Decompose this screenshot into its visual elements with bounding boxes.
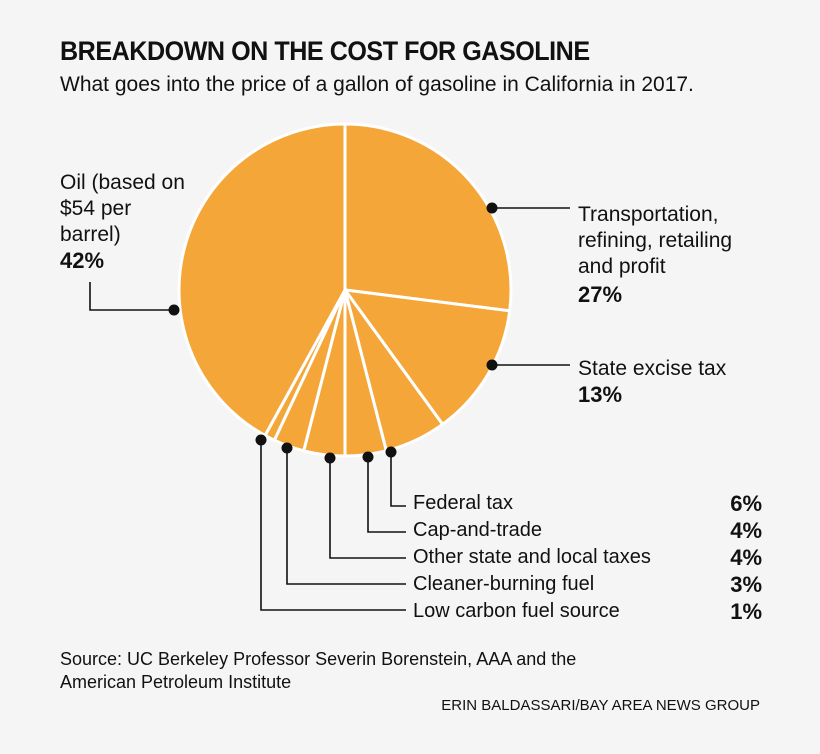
leader-dot-cleaner-fuel [281,442,293,454]
label-oil: Oil (based on $54 per barrel) [60,171,185,246]
pct-other-taxes: 4% [730,545,762,570]
pie-slice-0 [343,122,513,313]
leader-line-cleaner-fuel [286,448,406,585]
leader-dot-state-excise [486,359,498,371]
label-cleaner-fuel: Cleaner-burning fuel [413,573,595,595]
pct-cleaner-fuel: 3% [730,572,762,597]
pct-cap-and-trade: 4% [730,518,762,543]
label-state-excise: State excise tax [578,357,727,380]
pie-slice-7 [177,122,347,437]
pie-slice-1 [343,288,512,426]
credit: ERIN BALDASSARI/BAY AREA NEWS GROUP [441,697,760,714]
leader-line-oil [89,282,174,311]
leader-dot-other-taxes [324,452,336,464]
leader-dot-oil [168,304,180,316]
leader-dot-transportation [486,202,498,214]
chart-subtitle: What goes into the price of a gallon of … [60,73,694,96]
pct-state-excise: 13% [578,382,623,407]
label-federal: Federal tax [413,492,514,514]
pct-transportation: 27% [578,282,623,307]
pct-oil: 42% [60,248,105,273]
pct-low-carbon: 1% [730,599,762,624]
label-low-carbon: Low carbon fuel source [413,600,620,622]
leader-dot-low-carbon [255,434,267,446]
leader-dot-cap-and-trade [362,451,374,463]
pct-federal: 6% [730,491,762,516]
label-transportation: Transportation, refining, retailing and … [578,203,733,278]
leader-line-low-carbon [260,440,406,611]
source-note: Source: UC Berkeley Professor Severin Bo… [60,649,577,692]
leader-line-federal [390,452,406,507]
label-cap-and-trade: Cap-and-trade [413,519,542,541]
leader-line-cap-and-trade [367,457,406,533]
label-other-taxes: Other state and local taxes [413,546,651,568]
chart-title: BREAKDOWN ON THE COST FOR GASOLINE [60,36,590,66]
leader-line-other-taxes [329,458,406,559]
leader-dot-federal [385,446,397,458]
